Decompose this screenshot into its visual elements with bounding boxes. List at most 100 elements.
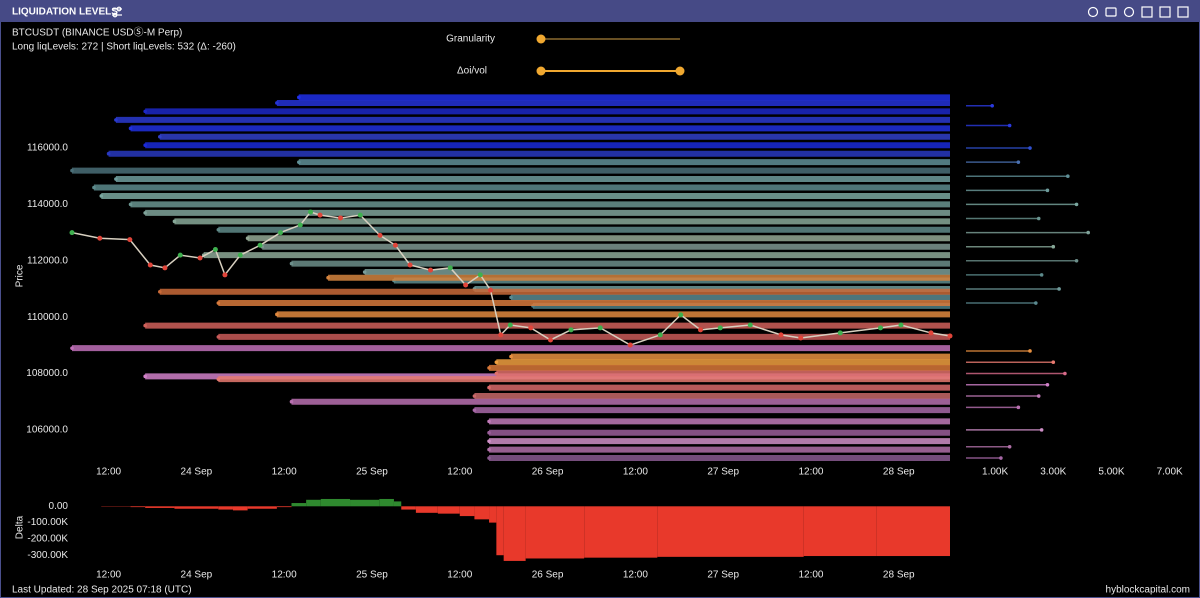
liq-bar-end bbox=[1028, 146, 1032, 150]
delta-bar bbox=[232, 506, 248, 511]
liq-level-start bbox=[158, 134, 162, 139]
slider-knob[interactable] bbox=[536, 66, 546, 76]
slider-knob[interactable] bbox=[675, 66, 685, 76]
liq-bar-end bbox=[1051, 244, 1056, 249]
price-point bbox=[597, 325, 603, 331]
title-bar bbox=[0, 0, 1200, 22]
liq-level-start bbox=[487, 439, 491, 443]
delta-bar bbox=[584, 506, 658, 558]
summary: Long liqLevels: 272 | Short liqLevels: 5… bbox=[12, 42, 236, 53]
x-tick-label: 27 Sep bbox=[707, 467, 739, 478]
y-tick-label: 108000.0 bbox=[26, 368, 68, 379]
x-tick-label: 25 Sep bbox=[356, 467, 388, 478]
liq-bar-end bbox=[990, 103, 994, 108]
liq-level-start bbox=[275, 312, 279, 317]
y-tick-label: -100.00K bbox=[27, 517, 68, 528]
x-tick-label: 1.00K bbox=[982, 467, 1008, 478]
x-tick-label: 26 Sep bbox=[532, 570, 564, 581]
liq-level-start bbox=[143, 374, 147, 379]
liq-level-start bbox=[289, 399, 294, 404]
slider-knob[interactable] bbox=[536, 34, 546, 44]
x-tick-label: 28 Sep bbox=[883, 570, 915, 581]
liq-level-start bbox=[494, 360, 499, 365]
delta-bar bbox=[489, 506, 497, 523]
liq-bar-end bbox=[1074, 202, 1079, 207]
delta-bar bbox=[174, 506, 219, 509]
x-tick-label: 27 Sep bbox=[707, 570, 739, 581]
liq-level-start bbox=[99, 194, 104, 198]
liq-level-start bbox=[114, 118, 118, 122]
delta-bar bbox=[320, 498, 351, 507]
y-tick-label: -300.00K bbox=[27, 550, 68, 561]
liq-bar-end bbox=[1039, 428, 1044, 432]
y-tick-label: 116000.0 bbox=[27, 143, 68, 154]
liq-level-start bbox=[143, 211, 147, 215]
price-point bbox=[69, 230, 75, 236]
price-point bbox=[197, 255, 203, 261]
liq-bar-end bbox=[1016, 160, 1021, 164]
price-point bbox=[798, 335, 804, 341]
liq-bar-end bbox=[1036, 394, 1041, 398]
y-axis-label: Delta bbox=[15, 515, 26, 539]
delta-bar bbox=[730, 506, 804, 557]
x-tick-label: 12:00 bbox=[798, 467, 823, 478]
liq-level-start bbox=[92, 185, 96, 190]
liq-level-start bbox=[362, 270, 367, 274]
delta-bar bbox=[379, 498, 394, 507]
price-point bbox=[377, 232, 383, 238]
liq-level-start bbox=[216, 301, 221, 305]
y-tick-label: 110000.0 bbox=[27, 312, 68, 323]
price-point bbox=[747, 322, 753, 328]
x-tick-label: 7.00K bbox=[1157, 467, 1183, 478]
price-line bbox=[71, 211, 951, 346]
liq-bar-end bbox=[1036, 216, 1041, 221]
x-tick-label: 12:00 bbox=[623, 570, 648, 581]
delta-bar bbox=[876, 506, 950, 557]
delta-bar bbox=[350, 499, 380, 507]
liq-level-start bbox=[216, 227, 221, 232]
price-point bbox=[717, 325, 723, 331]
price-point bbox=[627, 342, 633, 348]
liq-level-start bbox=[487, 366, 491, 370]
symbol: BTCUSDT (BINANCE USDⓈ-M Perp) bbox=[12, 27, 182, 39]
delta-bar bbox=[657, 506, 731, 557]
settings-icon[interactable] bbox=[112, 6, 122, 18]
liq-level-start bbox=[472, 394, 477, 398]
liq-bar-end bbox=[1016, 405, 1021, 410]
liq-level-start bbox=[106, 151, 111, 156]
liq-bar-end bbox=[1051, 360, 1056, 365]
delta-bar bbox=[247, 506, 277, 509]
price-point bbox=[698, 327, 704, 333]
delta-bar bbox=[145, 506, 175, 508]
price-point bbox=[357, 212, 363, 218]
liq-bar-end bbox=[1007, 444, 1012, 449]
x-tick-label: 12:00 bbox=[96, 467, 121, 478]
price-point bbox=[257, 242, 263, 248]
delta-bar bbox=[130, 506, 146, 508]
x-tick-label: 12:00 bbox=[798, 570, 823, 581]
y-tick-label: 0.00 bbox=[49, 501, 69, 512]
x-tick-label: 26 Sep bbox=[532, 467, 564, 478]
liq-bar-end bbox=[1045, 188, 1050, 193]
price-point bbox=[297, 222, 303, 228]
y-axis-label: Price bbox=[15, 264, 26, 287]
liq-level-start bbox=[487, 385, 491, 390]
liq-level-start bbox=[487, 447, 491, 452]
price-point bbox=[507, 322, 513, 328]
price-point bbox=[278, 230, 284, 236]
price-point bbox=[657, 332, 663, 338]
price-point bbox=[947, 333, 953, 339]
liq-bar-end bbox=[1007, 123, 1012, 128]
liq-bar-end bbox=[1057, 287, 1061, 291]
liq-level-start bbox=[509, 295, 513, 300]
price-point bbox=[928, 330, 934, 336]
price-point bbox=[778, 332, 784, 338]
x-tick-label: 25 Sep bbox=[356, 570, 388, 581]
toolbar[interactable] bbox=[1087, 6, 1189, 18]
price-point bbox=[392, 242, 398, 248]
y-tick-label: 106000.0 bbox=[26, 425, 68, 436]
price-point bbox=[548, 337, 554, 343]
liq-level-start bbox=[216, 335, 221, 339]
price-point bbox=[477, 272, 483, 278]
